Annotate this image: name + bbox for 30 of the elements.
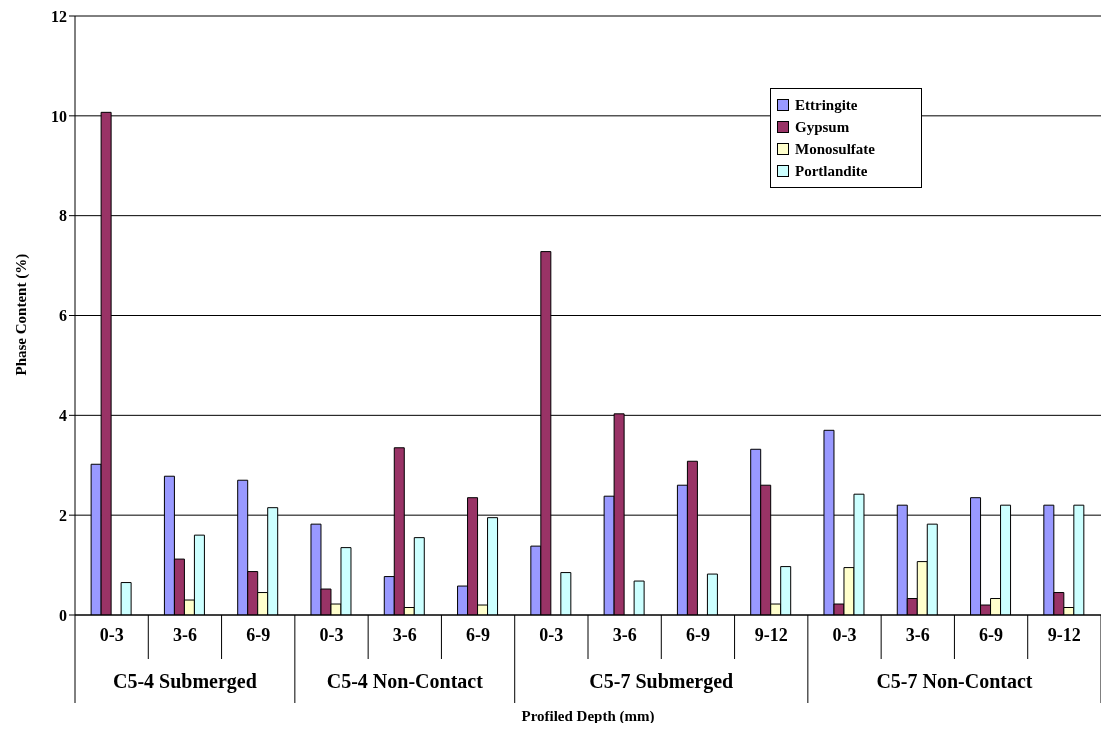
x-tick-label: 9-12 (754, 625, 788, 645)
y-tick-label: 8 (59, 207, 67, 225)
y-tick-label: 2 (59, 506, 67, 524)
y-tick-label: 0 (59, 606, 67, 624)
y-tick-label: 12 (51, 7, 67, 25)
y-axis-title: Phase Content (%) (13, 253, 31, 376)
y-tick-label: 10 (51, 107, 67, 125)
x-tick-label: 3-6 (612, 625, 637, 645)
x-tick-label: 6-9 (979, 625, 1004, 645)
y-tick-label: 6 (59, 307, 67, 325)
x-tick-label: 0-3 (99, 625, 124, 645)
x-tick-label: 0-3 (319, 625, 344, 645)
text: C5-4 Submerged (112, 670, 257, 693)
x-tick-label: 9-12 (1047, 625, 1081, 645)
x-tick-label: 0-3 (539, 625, 564, 645)
x-tick-label: 3-6 (392, 625, 417, 645)
legend-label: Monosulfate (795, 140, 875, 159)
text: C5-4 Non-Contact (326, 670, 484, 692)
legend-label: Gypsum (795, 118, 850, 137)
x-tick-label: 6-9 (466, 625, 491, 645)
x-tick-label: 0-3 (832, 625, 857, 645)
legend-label: Ettringite (795, 96, 858, 115)
x-tick-label: 6-9 (246, 625, 271, 645)
legend-label: Portlandite (795, 162, 868, 181)
text: C5-7 Submerged (589, 670, 734, 693)
x-tick-label: 6-9 (685, 625, 710, 645)
x-tick-label: 3-6 (172, 625, 197, 645)
text: C5-7 Non-Contact (876, 670, 1033, 692)
y-tick-label: 4 (59, 407, 67, 425)
x-tick-label: 3-6 (905, 625, 930, 645)
